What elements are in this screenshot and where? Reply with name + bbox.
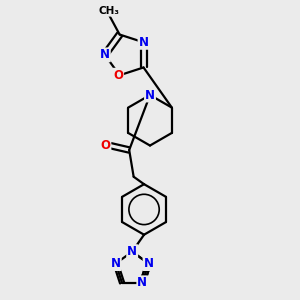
Text: O: O <box>113 69 123 82</box>
Text: N: N <box>139 36 148 49</box>
Text: N: N <box>145 88 155 101</box>
Text: N: N <box>127 245 137 258</box>
Text: N: N <box>137 276 147 289</box>
Text: CH₃: CH₃ <box>99 6 120 16</box>
Text: N: N <box>111 257 121 270</box>
Text: O: O <box>100 139 110 152</box>
Text: N: N <box>100 48 110 62</box>
Text: N: N <box>144 257 154 270</box>
